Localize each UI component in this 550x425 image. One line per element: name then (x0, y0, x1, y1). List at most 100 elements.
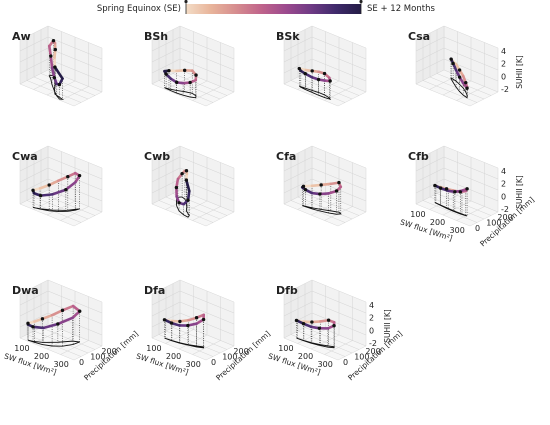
trajectory-segment (57, 175, 70, 183)
y-tick-label: 0 (343, 358, 348, 367)
gridlines (19, 29, 103, 103)
z-tick-label: 2 (501, 60, 506, 69)
y-tick-label: 0 (475, 224, 480, 233)
gridline-z (151, 47, 235, 71)
trajectory-segment (47, 179, 60, 187)
trajectory-segment (64, 180, 77, 192)
gridline-x (33, 285, 62, 344)
floor-shadow (296, 337, 335, 349)
x-tick-label: 100 (410, 210, 425, 219)
x-tick-label: 300 (186, 360, 201, 369)
y-tick-label: 200 (233, 347, 248, 356)
gridline-z (151, 156, 235, 180)
floor-shadow (299, 85, 332, 101)
gridline-x (178, 37, 208, 96)
gridline-z (19, 36, 103, 60)
data-point (301, 322, 306, 326)
data-point (438, 186, 443, 190)
trajectory-segment (39, 193, 54, 197)
gridline-y (40, 327, 96, 350)
data-point (194, 73, 198, 77)
data-point (162, 318, 167, 322)
panel-title: BSh (144, 30, 168, 43)
trajectory-segment (56, 316, 74, 326)
data-point (186, 323, 190, 328)
panel-title: Dwa (12, 284, 39, 297)
panel-title: Cfb (408, 150, 429, 163)
gridline-z (19, 178, 103, 202)
gridline-x (324, 296, 353, 355)
data-point (53, 47, 58, 52)
gridline-x (324, 42, 353, 101)
panel-csa: Csa 4 2 0 -2 SUHII [K] (408, 25, 524, 107)
data-point (167, 68, 171, 73)
data-point (465, 86, 469, 90)
gridline-y (33, 76, 89, 100)
gridline-x (324, 162, 353, 221)
data-point (317, 326, 322, 331)
x-tick-label: 300 (54, 360, 69, 369)
colorbar-label-end: SE + 12 Months (367, 4, 435, 14)
data-point (26, 321, 30, 325)
data-point (53, 65, 57, 69)
gridline-x (310, 157, 340, 216)
x-axis-label: SW flux [Wm²] (267, 351, 322, 376)
gridline-y (297, 196, 353, 220)
floor-shadow (27, 339, 80, 347)
gridline-z (415, 178, 499, 202)
colorbar-marker-end (359, 0, 363, 4)
data-point (49, 54, 53, 58)
data-point (194, 316, 199, 320)
y-tick-label: 200 (101, 347, 116, 356)
gridline-x (165, 285, 194, 344)
data-point (51, 39, 56, 43)
gridline-y (172, 327, 228, 350)
data-point (433, 183, 437, 188)
data-point (297, 66, 301, 71)
data-point (56, 322, 60, 326)
x-tick-label: 200 (298, 352, 313, 361)
data-point (301, 184, 306, 189)
gridline-x (165, 31, 194, 90)
gridline-z (151, 178, 235, 202)
data-point (334, 189, 339, 193)
z-tick-label: 4 (501, 47, 506, 56)
data-point (169, 321, 174, 325)
panel-title: Csa (408, 30, 430, 43)
floor-shadow (302, 205, 342, 215)
gridline-y (165, 330, 221, 354)
floor-shadow (164, 337, 205, 349)
data-point (177, 201, 181, 205)
x-tick-label: 100 (14, 344, 29, 353)
floor-shadow (434, 202, 468, 217)
panel-aw: Aw (12, 25, 103, 107)
panel-title: Cfa (276, 150, 296, 163)
gridline-x (33, 151, 62, 210)
gridline-z (19, 290, 103, 314)
trajectory-segment (41, 313, 54, 321)
gridline-z (19, 301, 103, 325)
data-point (458, 190, 463, 194)
data-point (186, 198, 190, 202)
x-tick-label: 200 (34, 352, 49, 361)
colorbar-marker-start (184, 0, 188, 4)
gridline-z (19, 156, 103, 180)
data-point (318, 192, 322, 196)
data-point (174, 80, 179, 85)
gridline-z (283, 301, 367, 325)
gridlines (415, 149, 499, 223)
data-point (449, 57, 453, 61)
data-point (64, 188, 68, 192)
data-point (174, 185, 179, 190)
data-point (453, 190, 457, 194)
panel-cwa: Cwa (12, 145, 103, 227)
gridline-z (415, 47, 499, 71)
data-point (294, 318, 299, 323)
x-tick-label: 200 (430, 218, 445, 227)
z-tick-label: 0 (501, 72, 506, 81)
data-point (319, 183, 323, 187)
gridline-y (165, 196, 221, 220)
gridline-x (165, 151, 194, 210)
